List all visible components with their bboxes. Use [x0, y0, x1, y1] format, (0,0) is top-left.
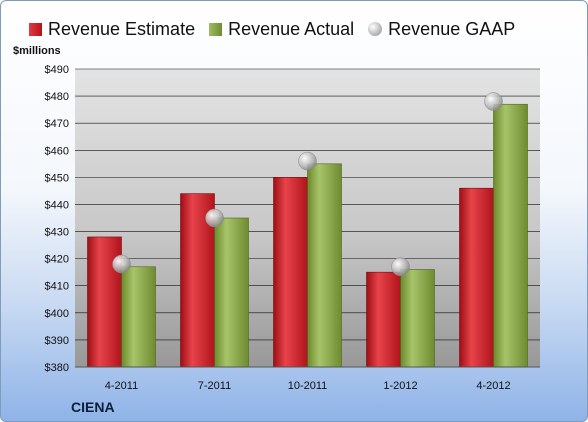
x-tick-label: 4-2011 [105, 380, 138, 392]
chart-legend: Revenue Estimate Revenue Actual Revenue … [29, 17, 515, 41]
actual-bar [214, 217, 249, 368]
actual-swatch-icon [209, 22, 223, 36]
y-tick-label: $380 [45, 362, 69, 374]
x-tick-label: 7-2011 [198, 380, 231, 392]
gaap-marker-icon [368, 22, 383, 36]
x-tick-label: 10-2011 [288, 380, 328, 392]
legend-label-estimate: Revenue Estimate [48, 18, 196, 39]
y-axis-label: $millions [13, 45, 61, 57]
gaap-marker [391, 257, 410, 277]
legend-label-gaap: Revenue GAAP [388, 18, 516, 39]
x-tick-label: 1-2012 [383, 380, 417, 392]
y-tick-label: $440 [45, 199, 69, 211]
gaap-marker [112, 254, 131, 274]
y-tick-label: $400 [45, 308, 69, 320]
gaap-markers [112, 92, 503, 277]
legend-label-actual: Revenue Actual [228, 18, 355, 39]
gaap-marker [298, 151, 317, 171]
estimate-bar [366, 271, 401, 368]
legend-item-estimate: Revenue Estimate [29, 19, 195, 40]
actual-bar [307, 163, 342, 368]
y-tick-label: $390 [45, 335, 69, 347]
y-tick-label: $460 [45, 145, 69, 157]
y-tick-label: $450 [45, 172, 69, 184]
gaap-marker [484, 92, 503, 111]
y-tick-label: $420 [45, 254, 69, 266]
y-tick-label: $430 [45, 227, 69, 239]
legend-item-gaap: Revenue GAAP [368, 19, 515, 40]
x-tick-label: 4-2012 [476, 380, 510, 392]
gaap-marker [205, 208, 224, 228]
company-name: CIENA [71, 399, 115, 415]
y-tick-label: $490 [45, 64, 69, 76]
estimate-bar [273, 177, 308, 368]
actual-bar [121, 266, 156, 368]
legend-item-actual: Revenue Actual [209, 19, 354, 40]
y-tick-label: $480 [45, 91, 69, 103]
y-tick-label: $410 [45, 281, 69, 293]
y-tick-label: $470 [45, 118, 69, 130]
estimate-bar [459, 187, 494, 368]
actual-bar [400, 269, 435, 368]
y-axis-ticks: $380 $390 $400 $410 $420 $430 $440 $450 $460 $470… [45, 64, 69, 374]
actual-bar [493, 103, 528, 368]
estimate-swatch-icon [29, 22, 42, 36]
x-axis-ticks: 4-2011 7-2011 10-2011 1-2012 4-2012 [105, 380, 511, 392]
